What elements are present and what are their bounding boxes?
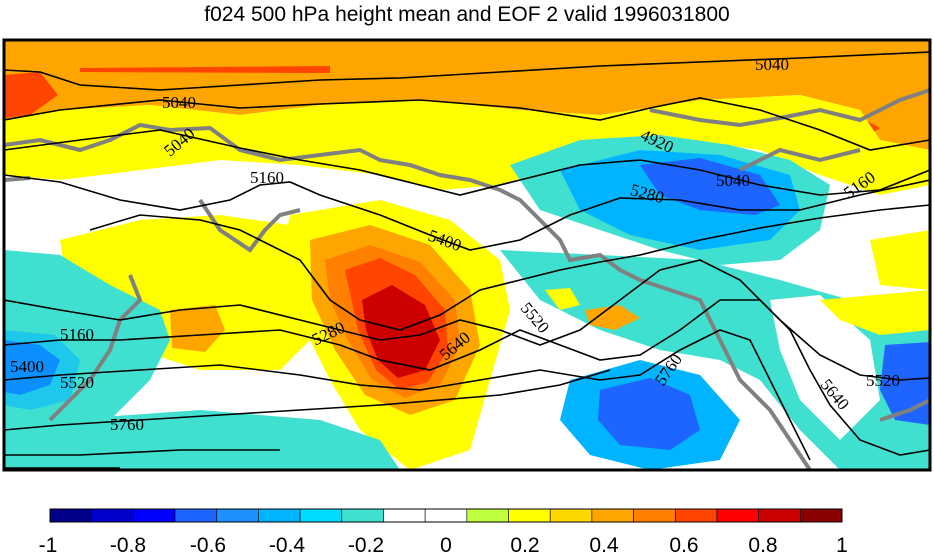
colorbar-box <box>383 508 426 523</box>
aqua-south-west <box>4 410 400 470</box>
colorbar-box <box>49 508 92 523</box>
red-patch-northwest <box>4 72 58 118</box>
colorbar-box <box>716 508 759 523</box>
colorbar-box <box>549 508 593 523</box>
colorbar-boxes <box>49 508 843 523</box>
colorbar-tick-label: 0.4 <box>589 534 619 557</box>
colorbar-tick-label: -0.4 <box>268 534 306 557</box>
colorbar-tick-label: -0.2 <box>347 534 385 557</box>
colorbar-tick-label: -0.6 <box>189 534 227 557</box>
blue-north-east <box>640 158 780 215</box>
contour-label: 5160 <box>250 168 284 187</box>
colorbar-box <box>341 508 384 523</box>
contour-label: 5760 <box>110 415 144 434</box>
colorbar-box <box>800 508 843 523</box>
colorbar-tick-label: 1 <box>836 534 848 557</box>
colorbar-tick-label: -1 <box>38 534 58 557</box>
plot-frame <box>2 38 932 472</box>
colorbar-tick-label: 0.2 <box>510 534 540 557</box>
orange-west-blob <box>170 305 225 352</box>
chart-title: f024 500 hPa height mean and EOF 2 valid… <box>204 3 730 26</box>
yellow-small-east <box>545 288 580 310</box>
yellow-east-strip <box>820 290 930 335</box>
colorbar-box <box>91 508 134 523</box>
colorbar-tick-label: -0.8 <box>109 534 147 557</box>
colorbar-box <box>591 508 634 523</box>
colorbar-tick-label: 0.8 <box>748 534 778 557</box>
colorbar-box <box>633 508 676 523</box>
blue-south <box>598 378 700 450</box>
contour-label: 5400 <box>10 357 44 376</box>
coastlines <box>4 88 930 470</box>
red-core <box>362 285 440 378</box>
colorbar-tick-label: 0 <box>440 534 452 557</box>
contour-label: 5040 <box>716 171 750 190</box>
colorbar <box>49 508 843 523</box>
colorbar-box <box>508 508 551 523</box>
cyan-west <box>4 330 80 410</box>
colorbar-box <box>466 508 509 523</box>
colorbar-box <box>258 508 301 523</box>
colorbar-box <box>216 508 259 523</box>
contour-label: 5520 <box>866 371 900 390</box>
colorbar-box <box>674 508 718 523</box>
yellow-far-east <box>870 230 930 290</box>
colorbar-tick-label: 0.6 <box>669 534 699 557</box>
contour-label: 5040 <box>755 55 789 74</box>
colorbar-frame <box>49 508 843 523</box>
red-streak-north <box>80 66 330 73</box>
height-contours <box>4 51 930 469</box>
colorbar-box <box>174 508 218 523</box>
contour-label: 5520 <box>60 373 94 392</box>
colorbar-box <box>299 508 343 523</box>
contour-label: 5160 <box>60 325 94 344</box>
contour-label: 5040 <box>162 93 196 112</box>
colorbar-box <box>133 508 176 523</box>
orange-small-east <box>585 305 640 330</box>
colorbar-box <box>424 508 468 523</box>
white-east-channel <box>770 295 880 440</box>
colorbar-box <box>758 508 801 523</box>
